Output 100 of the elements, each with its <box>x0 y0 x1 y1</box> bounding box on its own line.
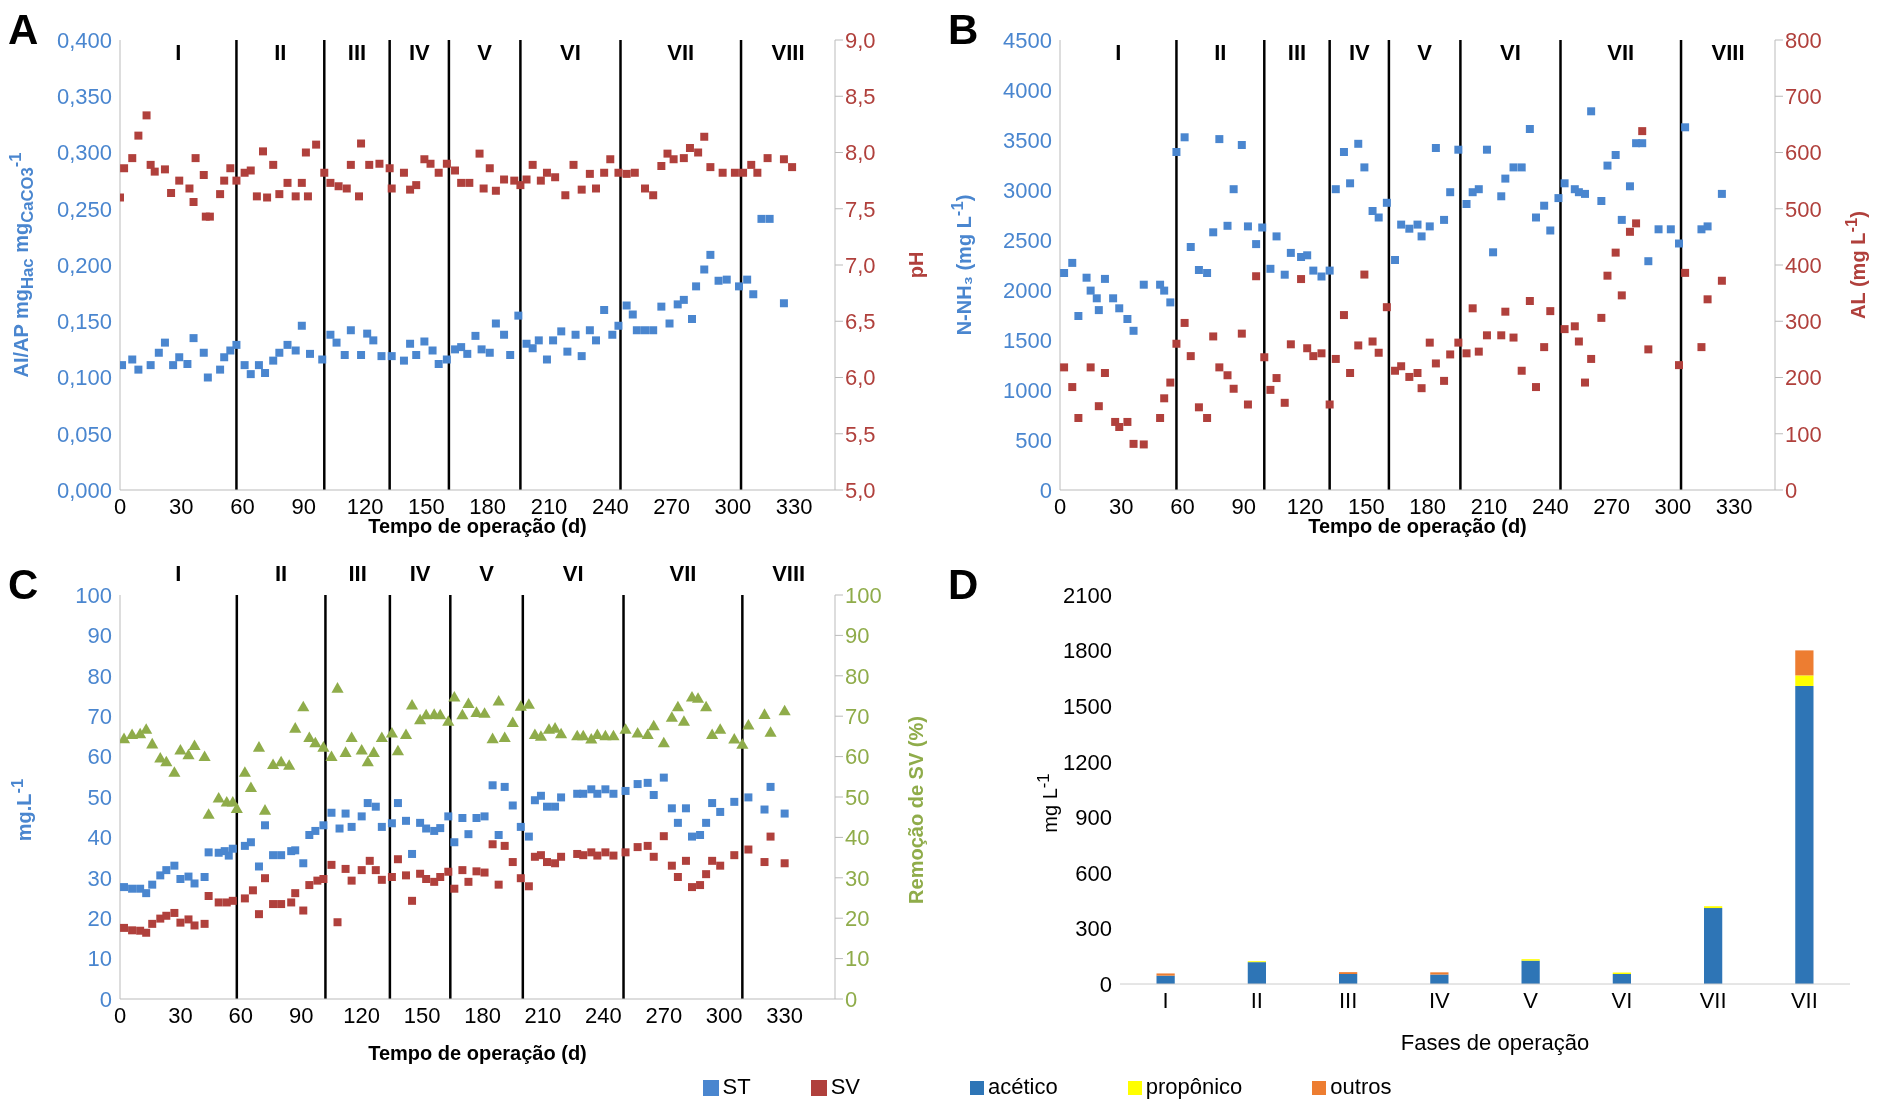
x-axis-title: Fases de operação <box>1400 1030 1590 1056</box>
y-tick-label: 0 <box>1099 971 1112 997</box>
y2-tick-label: 60 <box>845 744 870 770</box>
x-tick-label: 210 <box>524 1002 562 1028</box>
y2-tick-label: 80 <box>845 663 870 689</box>
text: I <box>175 560 182 586</box>
legend-label: acético <box>988 1074 1058 1099</box>
y2-axis-title: pH <box>904 251 928 279</box>
x-tick-label: 330 <box>766 1002 804 1028</box>
x-tick-label: 240 <box>591 493 629 519</box>
annotation: VI <box>1500 39 1521 65</box>
x-tick-label: 30 <box>1109 493 1134 519</box>
y-tick-label: 2500 <box>1003 227 1052 253</box>
annotation: V <box>1417 39 1433 65</box>
y2-tick-label: 90 <box>845 623 870 649</box>
y2-tick-label: 7,5 <box>845 196 876 222</box>
annotation: VI <box>560 39 581 65</box>
annotation: VIII <box>771 39 805 65</box>
chart-title: D <box>948 561 979 609</box>
x-tick-label: 120 <box>343 1002 381 1028</box>
y2-tick-label: 400 <box>1785 252 1822 278</box>
x-tick-label: IV <box>1428 987 1451 1013</box>
annotation: V <box>477 39 493 65</box>
y-tick-label: 2100 <box>1063 582 1112 608</box>
annotation: III <box>347 39 367 65</box>
y-tick-label: 1500 <box>1003 327 1052 353</box>
x-tick-label: 270 <box>645 1002 683 1028</box>
x-tick-label: 60 <box>230 493 255 519</box>
text: VI <box>562 560 584 586</box>
y-tick-label: 2000 <box>1003 277 1052 303</box>
y-tick-label: 0,000 <box>56 477 112 503</box>
y-tick-label: 300 <box>1075 916 1112 942</box>
y-tick-label: 0 <box>1039 477 1052 503</box>
y-tick-label: 1200 <box>1063 749 1112 775</box>
y-tick-label: 3000 <box>1003 177 1052 203</box>
y-tick-label: 60 <box>87 744 112 770</box>
x-tick-label: 240 <box>1531 493 1569 519</box>
legend-label: SV <box>830 1074 860 1099</box>
x-tick-label: 150 <box>403 1002 441 1028</box>
y-tick-label: 50 <box>87 784 112 810</box>
text: IV <box>409 560 431 586</box>
y-tick-label: 100 <box>75 582 112 608</box>
x-tick-label: III <box>1338 987 1358 1013</box>
legend-label: ST <box>722 1074 751 1099</box>
y-tick-label: 600 <box>1075 860 1112 886</box>
annotation: I <box>175 39 182 65</box>
x-tick-label: 300 <box>714 493 752 519</box>
bar <box>1795 650 1814 676</box>
bar <box>1521 960 1540 984</box>
annotation: I <box>1115 39 1122 65</box>
x-tick-label: 180 <box>464 1002 501 1028</box>
legend-label: outros <box>1330 1074 1392 1099</box>
y-tick-label: 0,150 <box>56 309 112 335</box>
y2-tick-label: 5,0 <box>845 477 876 503</box>
y2-tick-label: 6,5 <box>845 309 876 335</box>
bar <box>1156 973 1175 976</box>
annotation: VII <box>667 39 695 65</box>
y2-tick-label: 600 <box>1785 140 1822 166</box>
y-tick-label: 500 <box>1015 427 1052 453</box>
y-tick-label: 0,050 <box>56 421 112 447</box>
y-tick-label: 0,200 <box>56 252 112 278</box>
y2-tick-label: 300 <box>1785 309 1822 335</box>
y-tick-label: 70 <box>87 704 112 730</box>
y-tick-label: 3500 <box>1003 127 1052 153</box>
x-tick-label: 60 <box>228 1002 254 1028</box>
y-tick-label: 0,400 <box>56 27 112 53</box>
y-tick-label: 1800 <box>1063 638 1112 664</box>
bar <box>1795 685 1814 984</box>
y2-tick-label: 10 <box>845 946 870 972</box>
text: VII <box>669 560 697 586</box>
y-tick-label: 30 <box>87 865 112 891</box>
y2-tick-label: 700 <box>1785 84 1822 110</box>
y-tick-label: 90 <box>87 623 112 649</box>
y2-tick-label: 800 <box>1785 27 1822 53</box>
y2-tick-label: 500 <box>1785 196 1822 222</box>
y2-tick-label: 9,0 <box>845 27 876 53</box>
y2-tick-label: 20 <box>845 906 870 932</box>
y-tick-label: 4500 <box>1003 27 1052 53</box>
y2-tick-label: 7,0 <box>845 252 876 278</box>
x-tick-label: 270 <box>653 493 690 519</box>
text: V <box>479 560 495 586</box>
x-tick-label: 60 <box>1170 493 1195 519</box>
y-tick-label: 900 <box>1075 805 1112 831</box>
x-tick-label: 240 <box>585 1002 622 1028</box>
y2-tick-label: 50 <box>845 784 870 810</box>
bar <box>1704 908 1723 984</box>
x-tick-label: 90 <box>291 493 317 519</box>
annotation: II <box>1214 39 1227 65</box>
x-tick-label: 270 <box>1593 493 1630 519</box>
y2-tick-label: 100 <box>845 582 882 608</box>
annotation: IV <box>408 39 430 65</box>
x-tick-label: 30 <box>169 493 194 519</box>
y-tick-label: 1000 <box>1003 377 1052 403</box>
annotation: II <box>274 39 287 65</box>
y2-tick-label: 5,5 <box>845 421 876 447</box>
y-tick-label: 1500 <box>1063 693 1112 719</box>
legend-label: propônico <box>1145 1074 1243 1099</box>
y2-tick-label: 30 <box>845 865 870 891</box>
chart-title: B <box>948 6 979 54</box>
x-tick-label: VI <box>1611 987 1633 1013</box>
